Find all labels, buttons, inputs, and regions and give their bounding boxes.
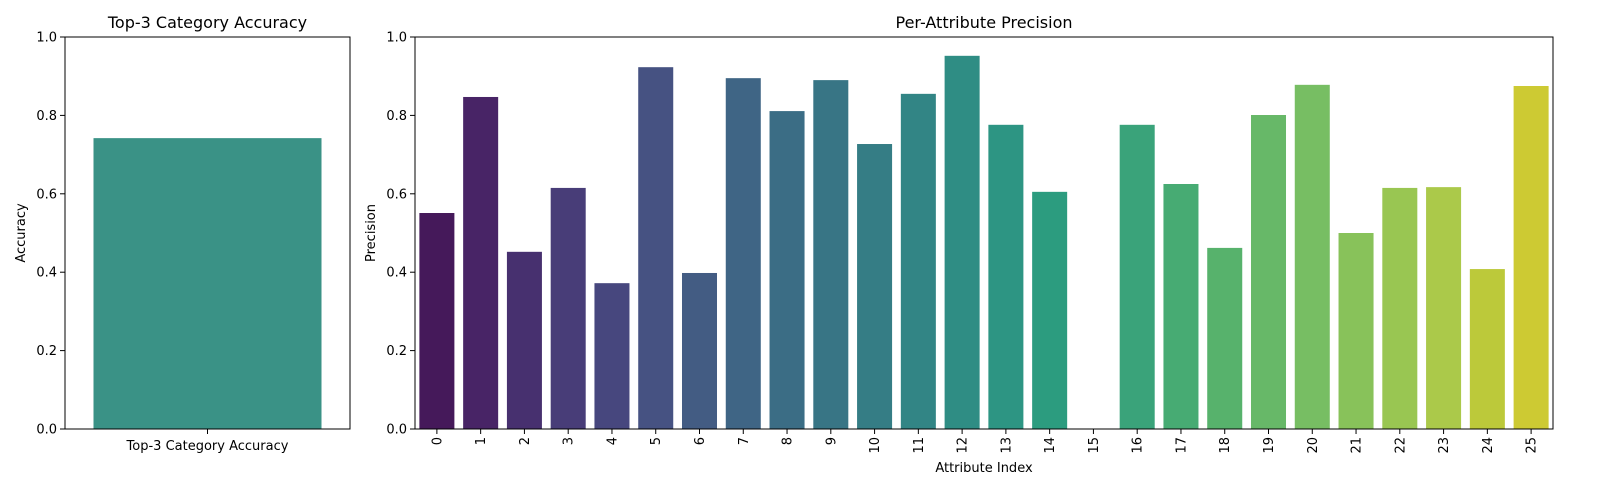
x-tick-label: 25: [1525, 437, 1540, 454]
x-tick-label: 6: [693, 437, 708, 445]
bar: [1294, 84, 1330, 429]
y-tick-label: 1.0: [386, 31, 407, 46]
x-tick-label: 14: [1043, 437, 1058, 454]
y-tick-label: 0.0: [36, 423, 57, 438]
bar: [419, 213, 455, 429]
y-tick-label: 0.6: [386, 187, 407, 202]
y-tick-label: 0.2: [36, 344, 57, 359]
bar: [1513, 86, 1549, 429]
bar: [1338, 233, 1374, 429]
x-tick-label: 20: [1306, 437, 1321, 454]
bar: [813, 80, 849, 430]
x-tick-label: 16: [1131, 437, 1146, 454]
x-tick-label: 3: [562, 437, 577, 445]
x-tick-label: 11: [912, 437, 927, 454]
x-tick-label: 18: [1218, 437, 1233, 454]
y-tick-label: 0.2: [386, 344, 407, 359]
x-tick-label: 7: [737, 437, 752, 445]
y-tick-label: 1.0: [36, 31, 57, 46]
axes-frame: [414, 36, 1554, 430]
x-tick-label: 10: [868, 437, 883, 454]
bar: [638, 67, 674, 430]
x-tick-label: 15: [1087, 437, 1102, 454]
x-tick-label: Top-3 Category Accuracy: [126, 439, 289, 454]
bar: [1426, 187, 1462, 429]
x-tick-label: 22: [1393, 437, 1408, 454]
x-tick-label: 4: [605, 437, 620, 445]
bar: [681, 272, 718, 429]
x-tick-label: 0: [430, 437, 445, 445]
bar: [1250, 115, 1287, 430]
chart-title: Per-Attribute Precision: [895, 13, 1072, 32]
axes-frame: [64, 36, 351, 430]
bar: [1032, 191, 1068, 429]
x-tick-label: 19: [1262, 437, 1277, 454]
x-tick-label: 2: [518, 437, 533, 445]
bar: [857, 144, 893, 430]
bar: [506, 251, 542, 429]
x-tick-label: 23: [1437, 437, 1452, 454]
bar: [988, 124, 1024, 430]
bar: [550, 187, 586, 429]
y-tick-label: 0.4: [36, 266, 57, 281]
bar: [725, 78, 761, 429]
x-tick-label: 21: [1350, 437, 1365, 454]
bar: [1163, 184, 1199, 429]
x-tick-label: 13: [999, 437, 1014, 454]
bar: [900, 93, 936, 429]
x-tick-label: 9: [824, 437, 839, 445]
bar: [1469, 269, 1505, 429]
bar: [594, 283, 630, 429]
x-tick-label: 5: [649, 437, 664, 445]
bar: [93, 138, 322, 430]
x-tick-label: 17: [1174, 437, 1189, 454]
bar: [463, 96, 499, 429]
y-axis-label: Accuracy: [14, 203, 29, 263]
x-tick-label: 8: [781, 437, 796, 445]
bar: [944, 55, 980, 429]
x-tick-label: 12: [956, 437, 971, 454]
x-tick-label: 1: [474, 437, 489, 445]
bar: [769, 111, 805, 429]
y-tick-label: 0.4: [386, 266, 407, 281]
y-tick-label: 0.8: [36, 109, 57, 124]
chart-title: Top-3 Category Accuracy: [107, 13, 307, 32]
bar: [1382, 187, 1418, 429]
bar: [1119, 124, 1155, 430]
y-tick-label: 0.8: [386, 109, 407, 124]
y-tick-label: 0.0: [386, 423, 407, 438]
x-axis-label: Attribute Index: [935, 461, 1033, 476]
x-tick-label: 24: [1481, 437, 1496, 454]
bar: [1207, 247, 1243, 429]
y-tick-label: 0.6: [36, 187, 57, 202]
y-axis-label: Precision: [364, 204, 379, 262]
